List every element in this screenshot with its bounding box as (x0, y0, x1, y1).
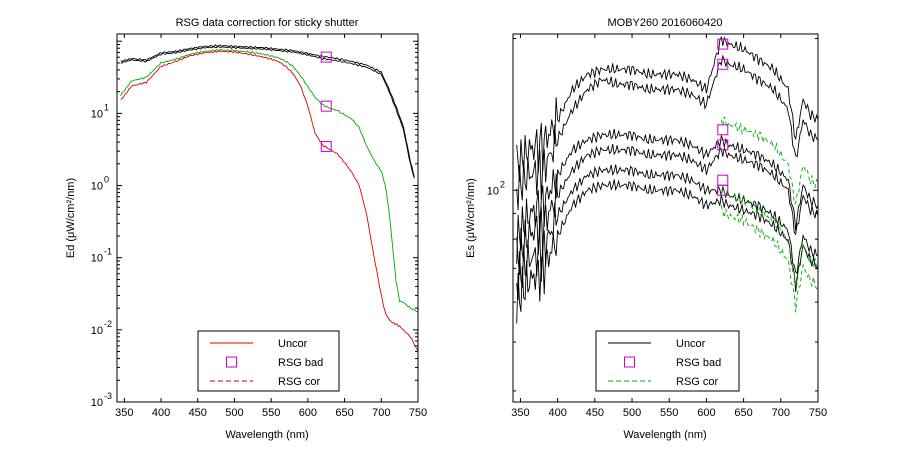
right-chart: MOBY260 2016060420 350 400 450 500 550 600 650… (465, 17, 827, 441)
left-series-line (120, 44, 415, 178)
left-series-line (120, 50, 418, 352)
right-series-line (720, 205, 818, 313)
left-rsg-bad-marker (320, 141, 332, 153)
right-x-tick-label: 500 (623, 407, 641, 419)
right-rsg-bad-markers (717, 38, 729, 196)
right-series-line (516, 128, 818, 264)
right-y-axis-label: Es (μW/cm²/nm) (465, 178, 477, 258)
left-x-tick-label: 350 (115, 407, 133, 419)
left-y-tick-exponent: -1 (104, 247, 112, 257)
right-rsg-bad-marker (717, 174, 729, 186)
right-x-tick-label: 450 (586, 407, 604, 419)
right-y-tick-exponent: 2 (500, 179, 505, 189)
left-y-tick-label: 10 (91, 397, 103, 409)
right-x-tick-label: 600 (697, 407, 715, 419)
left-x-axis: 350 400 450 500 550 600 650 700 750 (115, 34, 427, 419)
left-series-line (120, 48, 418, 313)
right-rsg-bad-marker (717, 139, 729, 151)
right-legend-label: RSG bad (676, 357, 721, 369)
right-series-line (516, 144, 818, 275)
right-legend-label: RSG cor (676, 376, 719, 388)
left-rsg-bad-marker (320, 51, 332, 63)
left-x-tick-label: 700 (372, 407, 390, 419)
left-y-tick-exponent: 0 (104, 175, 109, 185)
right-legend-label: Uncor (676, 338, 706, 350)
right-x-tick-label: 350 (511, 407, 529, 419)
left-y-tick-label: 10 (91, 181, 103, 193)
left-y-tick-exponent: 1 (104, 102, 109, 112)
right-chart-title: MOBY260 2016060420 (608, 17, 723, 29)
right-x-tick-label: 700 (772, 407, 790, 419)
right-rsg-bad-marker (717, 184, 729, 196)
left-x-tick-label: 600 (299, 407, 317, 419)
left-x-tick-label: 400 (152, 407, 170, 419)
left-x-tick-label: 750 (409, 407, 427, 419)
right-x-tick-label: 550 (660, 407, 678, 419)
left-rsg-bad-marker (320, 100, 332, 112)
right-rsg-bad-marker (717, 124, 729, 136)
left-rsg-bad-markers (320, 51, 332, 153)
left-legend-label: RSG bad (278, 357, 323, 369)
left-chart-title: RSG data correction for sticky shutter (176, 17, 359, 29)
right-x-axis-label: Wavelength (nm) (623, 429, 706, 441)
right-series-line (720, 185, 818, 285)
left-x-tick-label: 450 (189, 407, 207, 419)
left-y-tick-exponent: -2 (104, 319, 112, 329)
right-series-line (516, 164, 818, 300)
right-series-line (720, 116, 818, 204)
left-y-tick-label: 10 (91, 325, 103, 337)
right-legend: Uncor RSG bad RSG cor (595, 330, 740, 392)
left-y-tick-exponent: -3 (104, 391, 112, 401)
left-legend-marker (226, 356, 237, 368)
right-y-axis: 102 (487, 38, 818, 392)
left-legend: Uncor RSG bad RSG cor (197, 330, 340, 392)
left-x-tick-label: 500 (225, 407, 243, 419)
right-x-tick-label: 400 (548, 407, 566, 419)
left-chart: RSG data correction for sticky shutter 3… (65, 17, 427, 441)
right-y-tick-label: 10 (487, 185, 499, 197)
right-rsg-bad-marker (717, 38, 729, 50)
left-y-tick-label: 10 (91, 253, 103, 265)
left-x-axis-label: Wavelength (nm) (225, 429, 308, 441)
left-y-tick-label: 10 (91, 108, 103, 120)
right-plot-lines (516, 35, 818, 324)
right-rsg-bad-marker (717, 58, 729, 70)
left-x-tick-label: 650 (335, 407, 353, 419)
right-x-tick-label: 650 (734, 407, 752, 419)
right-plot-frame (512, 33, 819, 403)
left-series-line (120, 45, 415, 179)
right-series-line (516, 35, 818, 182)
left-legend-label: RSG cor (278, 376, 321, 388)
left-legend-label: Uncor (278, 338, 308, 350)
right-x-tick-label: 750 (809, 407, 827, 419)
right-series-line (516, 179, 818, 324)
left-x-tick-label: 550 (262, 407, 280, 419)
right-series-line (516, 54, 818, 211)
left-plot-lines (120, 44, 418, 352)
right-x-axis: 350 400 450 500 550 600 650 700 750 (511, 34, 827, 419)
left-y-axis-label: Ed (μW/cm²/nm) (65, 178, 77, 258)
right-legend-marker (624, 356, 635, 368)
left-plot-frame (116, 33, 419, 403)
